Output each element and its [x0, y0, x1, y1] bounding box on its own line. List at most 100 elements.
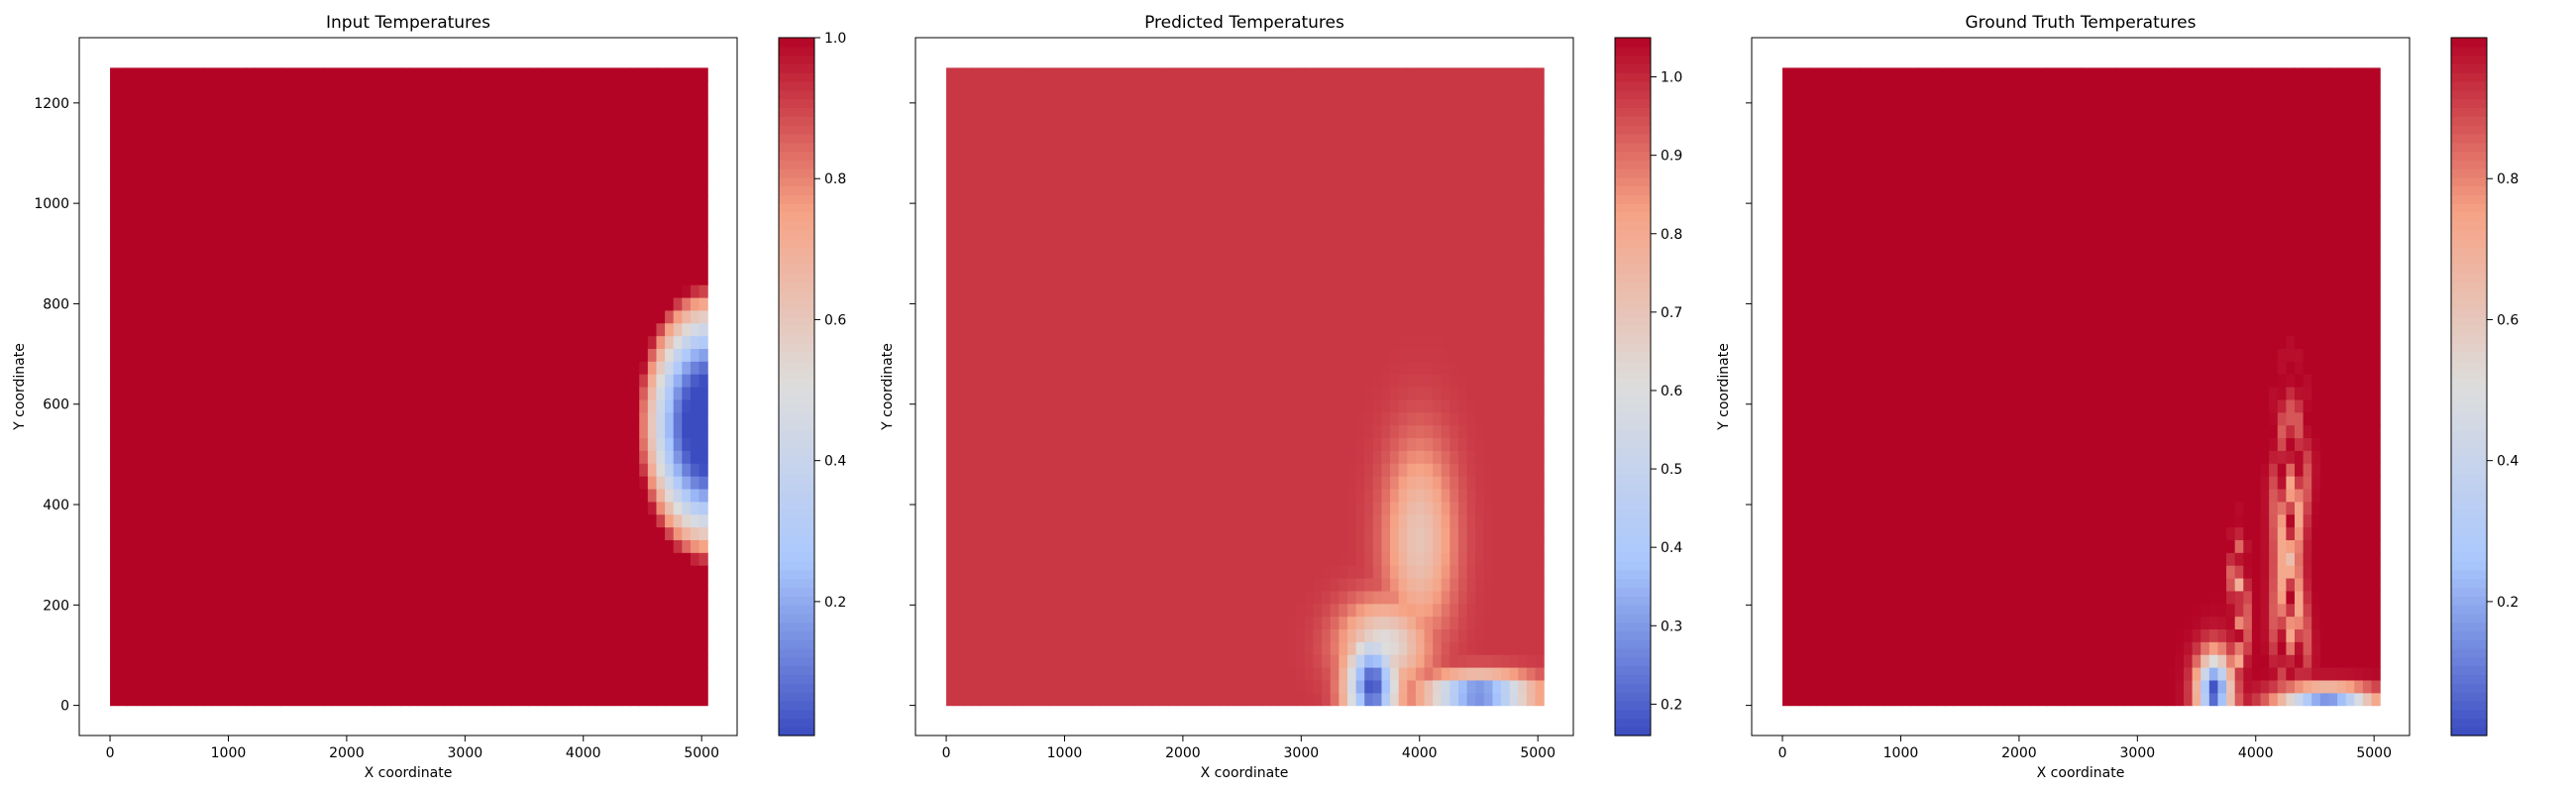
heatmap-cell — [562, 309, 572, 324]
heatmap-cell — [1159, 590, 1169, 605]
heatmap-cell — [1031, 590, 1041, 605]
heatmap-cell — [1168, 539, 1178, 553]
heatmap-cell — [153, 296, 162, 311]
heatmap-cell — [425, 603, 436, 618]
heatmap-cell — [246, 195, 257, 209]
axes-frame — [78, 37, 738, 736]
heatmap-cell — [997, 603, 1007, 618]
heatmap-cell — [954, 628, 964, 642]
heatmap-cell — [255, 437, 265, 451]
heatmap-cell — [954, 654, 964, 668]
heatmap-cell — [153, 552, 162, 566]
heatmap-cell — [528, 679, 538, 694]
heatmap-cell — [519, 616, 529, 630]
heatmap-cell — [118, 80, 128, 94]
heatmap-cell — [1082, 603, 1093, 618]
heatmap-cell — [989, 387, 999, 400]
heatmap-cell — [1176, 411, 1186, 426]
heatmap-cell — [621, 539, 632, 553]
heatmap-cell — [288, 182, 299, 196]
heatmap-cell — [297, 616, 307, 630]
heatmap-cell — [408, 539, 418, 553]
heatmap-cell — [153, 80, 162, 94]
heatmap-cell — [690, 220, 700, 235]
heatmap-cell — [963, 539, 973, 553]
heatmap-cell — [229, 616, 239, 630]
heatmap-cell — [297, 105, 307, 120]
heatmap-cell — [545, 463, 555, 477]
heatmap-cell — [238, 539, 248, 553]
heatmap-cell — [588, 398, 597, 413]
heatmap-cell — [1031, 322, 1041, 337]
heatmap-cell — [690, 398, 700, 413]
heatmap-cell — [408, 424, 418, 439]
heatmap-cell — [1074, 170, 1084, 183]
heatmap-cell — [306, 552, 316, 566]
heatmap-cell — [596, 131, 606, 146]
heatmap-cell — [399, 105, 410, 120]
heatmap-cell — [963, 437, 973, 451]
heatmap-cell — [639, 309, 649, 324]
heatmap-cell — [195, 450, 205, 464]
heatmap-cell — [579, 387, 590, 400]
heatmap-cell — [271, 565, 281, 579]
heatmap-cell — [375, 220, 384, 235]
heatmap-cell — [323, 67, 333, 81]
heatmap-cell — [1125, 296, 1135, 311]
heatmap-cell — [177, 157, 188, 170]
heatmap-cell — [571, 679, 581, 694]
heatmap-cell — [280, 80, 290, 94]
heatmap-cell — [399, 182, 410, 196]
heatmap-cell — [1150, 195, 1161, 209]
heatmap-cell — [510, 157, 521, 170]
heatmap-cell — [110, 526, 120, 540]
heatmap-cell — [1074, 144, 1084, 159]
heatmap-cell — [510, 105, 521, 120]
heatmap-cell — [1057, 667, 1067, 681]
heatmap-cell — [1057, 182, 1067, 196]
heatmap-cell — [468, 667, 479, 681]
heatmap-cell — [382, 590, 392, 605]
heatmap-cell — [323, 476, 333, 490]
heatmap-cell — [510, 144, 521, 159]
heatmap-cell — [255, 679, 265, 694]
heatmap-cell — [110, 105, 120, 120]
heatmap-cell — [323, 144, 333, 159]
heatmap-cell — [177, 309, 188, 324]
heatmap-cell — [169, 398, 179, 413]
heatmap-cell — [536, 398, 547, 413]
heatmap-cell — [1100, 348, 1110, 362]
heatmap-cell — [493, 398, 503, 413]
heatmap-cell — [229, 93, 239, 107]
heatmap-cell — [366, 296, 376, 311]
heatmap-cell — [118, 398, 128, 413]
heatmap-cell — [1006, 526, 1016, 540]
heatmap-cell — [1065, 80, 1075, 94]
heatmap-cell — [554, 476, 564, 490]
heatmap-cell — [562, 450, 572, 464]
heatmap-cell — [451, 322, 461, 337]
heatmap-cell — [682, 284, 692, 298]
heatmap-cell — [1074, 309, 1084, 324]
heatmap-cell — [375, 322, 384, 337]
heatmap-cell — [1159, 616, 1169, 630]
heatmap-cell — [1022, 654, 1032, 668]
colorbar-segment — [779, 116, 814, 126]
heatmap-cell — [340, 450, 350, 464]
heatmap-cell — [971, 513, 982, 528]
heatmap-cell — [271, 577, 281, 592]
heatmap-cell — [340, 654, 350, 668]
heatmap-cell — [493, 259, 503, 273]
heatmap-cell — [980, 552, 990, 566]
heatmap-cell — [323, 526, 333, 540]
heatmap-cell — [288, 322, 299, 337]
heatmap-cell — [1091, 131, 1101, 146]
heatmap-cell — [306, 284, 316, 298]
heatmap-cell — [169, 628, 179, 642]
heatmap-cell — [997, 144, 1007, 159]
heatmap-cell — [382, 387, 392, 400]
heatmap-cell — [682, 374, 692, 388]
heatmap-cell — [203, 603, 214, 618]
colorbar-segment — [779, 648, 814, 658]
heatmap-cell — [502, 259, 512, 273]
